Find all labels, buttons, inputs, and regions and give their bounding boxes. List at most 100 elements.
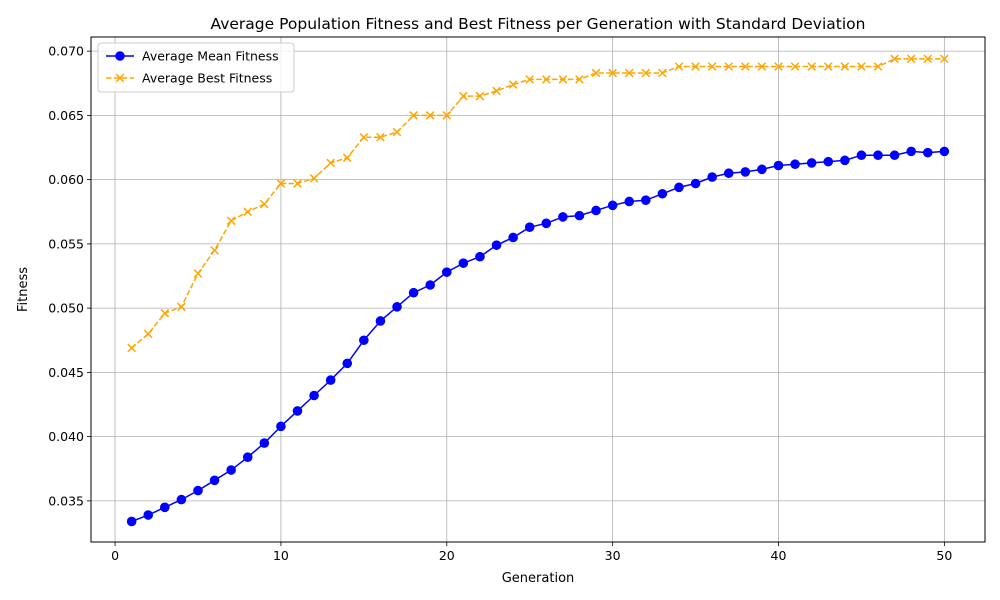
data-point <box>641 195 651 205</box>
series-2 <box>127 54 949 353</box>
data-point <box>674 62 684 71</box>
data-point <box>790 159 800 170</box>
data-point <box>276 421 286 432</box>
data-point <box>193 269 203 278</box>
data-point <box>690 178 701 189</box>
data-point <box>309 390 319 401</box>
data-point <box>475 251 485 262</box>
data-point <box>658 68 667 78</box>
data-point <box>359 132 369 142</box>
series-line <box>131 58 945 349</box>
data-point <box>342 153 352 163</box>
data-point <box>591 68 601 78</box>
data-point <box>226 216 236 226</box>
data-point <box>459 91 468 101</box>
series-line <box>131 150 945 523</box>
data-point <box>607 200 618 211</box>
ticks: 0 10 20 30 40 50 0.035 0.040 0.045 0.050 0.055 0.06… <box>48 44 952 563</box>
data-point <box>475 91 485 101</box>
data-point <box>375 316 386 326</box>
x-tick-label: 40 <box>771 548 787 563</box>
data-point <box>723 168 734 179</box>
data-point <box>940 54 949 64</box>
legend-item: Average Best Fitness <box>106 71 272 86</box>
data-point <box>806 158 817 168</box>
legend-marker <box>115 73 125 83</box>
data-point <box>890 54 899 64</box>
y-axis-label: Fitness <box>16 267 31 312</box>
data-point <box>657 188 668 199</box>
data-point <box>807 62 817 71</box>
data-point <box>193 485 203 496</box>
data-point <box>210 245 219 255</box>
data-point <box>823 156 834 167</box>
data-point <box>127 343 136 353</box>
series-layer <box>126 54 950 527</box>
data-point <box>441 267 452 277</box>
data-point <box>889 150 900 161</box>
x-tick-label: 50 <box>936 548 952 563</box>
data-point <box>325 375 336 385</box>
data-point <box>674 182 684 193</box>
data-point <box>691 62 700 71</box>
data-point <box>292 406 303 416</box>
data-point <box>442 111 452 120</box>
data-point <box>575 75 584 84</box>
data-point <box>773 160 784 171</box>
data-point <box>624 68 634 78</box>
data-point <box>558 75 568 84</box>
legend: Average Mean Fitness Average Best Fitness <box>97 42 295 93</box>
data-point <box>541 218 552 229</box>
data-point <box>392 127 402 137</box>
data-point <box>608 68 617 78</box>
chart-title: Average Population Fitness and Best Fitn… <box>211 15 866 33</box>
data-point <box>591 205 601 216</box>
data-point <box>425 280 435 290</box>
data-point <box>740 62 750 71</box>
x-tick-label: 30 <box>605 548 621 563</box>
data-point <box>922 147 933 158</box>
data-point <box>757 164 767 175</box>
data-point <box>143 510 154 520</box>
data-point <box>823 62 833 71</box>
data-point <box>259 438 270 448</box>
data-point <box>492 86 501 96</box>
data-point <box>508 80 518 89</box>
data-point <box>906 146 916 157</box>
data-point <box>923 54 933 64</box>
y-tick-label: 0.060 <box>48 172 84 187</box>
data-point <box>425 111 435 120</box>
data-point <box>293 179 302 188</box>
legend-label: Average Best Fitness <box>142 71 272 86</box>
data-point <box>790 62 800 71</box>
data-point <box>558 212 568 222</box>
data-point <box>276 179 286 188</box>
y-tick-label: 0.040 <box>48 429 84 444</box>
data-point <box>409 111 418 120</box>
x-tick-label: 0 <box>111 548 119 563</box>
data-point <box>624 196 635 207</box>
data-point <box>774 62 783 71</box>
legend-label: Average Mean Fitness <box>142 49 279 64</box>
data-point <box>376 132 385 142</box>
data-point <box>309 174 319 183</box>
grid <box>91 37 985 542</box>
data-point <box>757 62 767 71</box>
data-point <box>740 167 751 177</box>
data-point <box>873 62 883 71</box>
y-tick-label: 0.070 <box>48 44 84 59</box>
data-point <box>408 287 419 298</box>
legend-box <box>97 42 295 93</box>
data-point <box>326 158 336 168</box>
y-tick-label: 0.050 <box>48 301 84 316</box>
data-point <box>906 54 916 64</box>
data-point <box>840 62 850 71</box>
data-point <box>176 494 187 505</box>
legend-marker <box>115 51 125 61</box>
legend-item: Average Mean Fitness <box>106 49 279 64</box>
data-point <box>243 207 253 217</box>
data-point <box>524 222 535 232</box>
data-point <box>856 150 867 161</box>
data-point <box>143 329 153 339</box>
